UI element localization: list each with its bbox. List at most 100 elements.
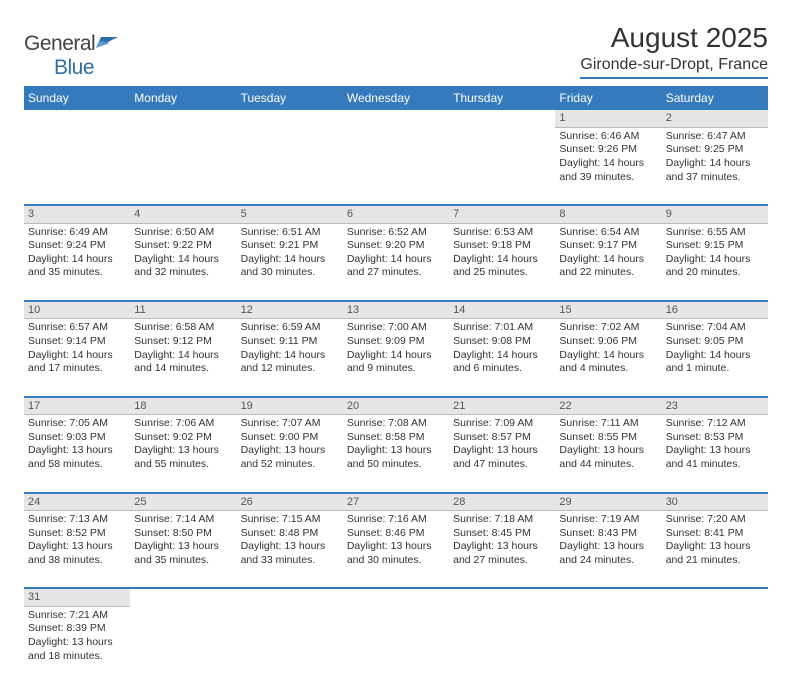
week-row: Sunrise: 7:21 AMSunset: 8:39 PMDaylight:… <box>24 606 768 684</box>
sunrise-text: Sunrise: 7:05 AM <box>28 417 126 431</box>
daylight-text: Daylight: 14 hours <box>241 253 339 267</box>
day-cell: Sunrise: 6:58 AMSunset: 9:12 PMDaylight:… <box>130 319 236 397</box>
day-cell <box>130 606 236 684</box>
day-number: 4 <box>130 205 236 223</box>
week-row: Sunrise: 6:46 AMSunset: 9:26 PMDaylight:… <box>24 127 768 205</box>
day-number: 5 <box>237 205 343 223</box>
daylight-text: and 6 minutes. <box>453 362 551 376</box>
daylight-text: and 30 minutes. <box>347 554 445 568</box>
weekday-header: Saturday <box>662 86 768 110</box>
sunrise-text: Sunrise: 6:52 AM <box>347 226 445 240</box>
day-number: 26 <box>237 493 343 511</box>
sunrise-text: Sunrise: 7:20 AM <box>666 513 764 527</box>
day-cell: Sunrise: 6:47 AMSunset: 9:25 PMDaylight:… <box>662 127 768 205</box>
day-cell <box>449 127 555 205</box>
daylight-text: and 37 minutes. <box>666 171 764 185</box>
sunrise-text: Sunrise: 6:50 AM <box>134 226 232 240</box>
day-cell: Sunrise: 7:18 AMSunset: 8:45 PMDaylight:… <box>449 510 555 588</box>
sunset-text: Sunset: 8:45 PM <box>453 527 551 541</box>
daylight-text: and 39 minutes. <box>559 171 657 185</box>
header: General Blue August 2025 Gironde-sur-Dro… <box>24 22 768 80</box>
daylight-text: Daylight: 14 hours <box>241 349 339 363</box>
day-cell: Sunrise: 7:00 AMSunset: 9:09 PMDaylight:… <box>343 319 449 397</box>
daynum-row: 31 <box>24 588 768 606</box>
day-cell: Sunrise: 6:59 AMSunset: 9:11 PMDaylight:… <box>237 319 343 397</box>
day-cell: Sunrise: 7:16 AMSunset: 8:46 PMDaylight:… <box>343 510 449 588</box>
daylight-text: and 21 minutes. <box>666 554 764 568</box>
day-number: 3 <box>24 205 130 223</box>
day-number: 22 <box>555 397 661 415</box>
logo: General Blue <box>24 22 118 80</box>
day-cell: Sunrise: 6:55 AMSunset: 9:15 PMDaylight:… <box>662 223 768 301</box>
location-label: Gironde-sur-Dropt, France <box>580 56 768 79</box>
sunrise-text: Sunrise: 6:53 AM <box>453 226 551 240</box>
daylight-text: and 27 minutes. <box>453 554 551 568</box>
daynum-row: 12 <box>24 110 768 127</box>
daylight-text: and 17 minutes. <box>28 362 126 376</box>
daylight-text: and 14 minutes. <box>134 362 232 376</box>
day-number: 18 <box>130 397 236 415</box>
daylight-text: Daylight: 13 hours <box>28 636 126 650</box>
day-cell: Sunrise: 7:06 AMSunset: 9:02 PMDaylight:… <box>130 415 236 493</box>
day-cell: Sunrise: 6:57 AMSunset: 9:14 PMDaylight:… <box>24 319 130 397</box>
day-cell: Sunrise: 7:13 AMSunset: 8:52 PMDaylight:… <box>24 510 130 588</box>
weekday-header: Thursday <box>449 86 555 110</box>
day-number: 13 <box>343 301 449 319</box>
day-number: 23 <box>662 397 768 415</box>
daynum-row: 24252627282930 <box>24 493 768 511</box>
day-number <box>449 110 555 127</box>
sunset-text: Sunset: 8:57 PM <box>453 431 551 445</box>
day-number: 9 <box>662 205 768 223</box>
day-number <box>130 110 236 127</box>
logo-part2: Blue <box>24 56 94 79</box>
day-cell: Sunrise: 7:07 AMSunset: 9:00 PMDaylight:… <box>237 415 343 493</box>
day-number: 10 <box>24 301 130 319</box>
day-cell <box>449 606 555 684</box>
day-number: 21 <box>449 397 555 415</box>
sunset-text: Sunset: 8:39 PM <box>28 622 126 636</box>
day-cell <box>343 606 449 684</box>
sunset-text: Sunset: 9:17 PM <box>559 239 657 253</box>
day-cell <box>24 127 130 205</box>
day-number <box>662 588 768 606</box>
day-cell: Sunrise: 6:51 AMSunset: 9:21 PMDaylight:… <box>237 223 343 301</box>
sunrise-text: Sunrise: 7:21 AM <box>28 609 126 623</box>
day-cell: Sunrise: 7:05 AMSunset: 9:03 PMDaylight:… <box>24 415 130 493</box>
daylight-text: and 52 minutes. <box>241 458 339 472</box>
sunset-text: Sunset: 9:24 PM <box>28 239 126 253</box>
day-number <box>343 110 449 127</box>
sunset-text: Sunset: 9:00 PM <box>241 431 339 445</box>
calendar-body: 12Sunrise: 6:46 AMSunset: 9:26 PMDayligh… <box>24 110 768 684</box>
day-cell: Sunrise: 7:01 AMSunset: 9:08 PMDaylight:… <box>449 319 555 397</box>
daylight-text: and 1 minute. <box>666 362 764 376</box>
sunrise-text: Sunrise: 6:47 AM <box>666 130 764 144</box>
sunset-text: Sunset: 9:11 PM <box>241 335 339 349</box>
sunrise-text: Sunrise: 6:59 AM <box>241 321 339 335</box>
day-cell <box>555 606 661 684</box>
daylight-text: and 44 minutes. <box>559 458 657 472</box>
weekday-header-row: Sunday Monday Tuesday Wednesday Thursday… <box>24 86 768 110</box>
sunset-text: Sunset: 9:21 PM <box>241 239 339 253</box>
sunset-text: Sunset: 9:22 PM <box>134 239 232 253</box>
daylight-text: and 12 minutes. <box>241 362 339 376</box>
daylight-text: and 30 minutes. <box>241 266 339 280</box>
daylight-text: Daylight: 14 hours <box>28 349 126 363</box>
sunrise-text: Sunrise: 7:11 AM <box>559 417 657 431</box>
daylight-text: Daylight: 14 hours <box>559 157 657 171</box>
sunset-text: Sunset: 9:06 PM <box>559 335 657 349</box>
daylight-text: Daylight: 13 hours <box>453 444 551 458</box>
daylight-text: and 33 minutes. <box>241 554 339 568</box>
day-number: 1 <box>555 110 661 127</box>
sunrise-text: Sunrise: 7:19 AM <box>559 513 657 527</box>
daylight-text: Daylight: 14 hours <box>559 349 657 363</box>
daynum-row: 17181920212223 <box>24 397 768 415</box>
logo-text: General Blue <box>24 32 118 80</box>
day-cell: Sunrise: 7:20 AMSunset: 8:41 PMDaylight:… <box>662 510 768 588</box>
sunset-text: Sunset: 8:48 PM <box>241 527 339 541</box>
daylight-text: Daylight: 14 hours <box>453 349 551 363</box>
sunrise-text: Sunrise: 7:06 AM <box>134 417 232 431</box>
day-cell: Sunrise: 6:53 AMSunset: 9:18 PMDaylight:… <box>449 223 555 301</box>
day-number <box>130 588 236 606</box>
day-number: 31 <box>24 588 130 606</box>
sunrise-text: Sunrise: 6:54 AM <box>559 226 657 240</box>
